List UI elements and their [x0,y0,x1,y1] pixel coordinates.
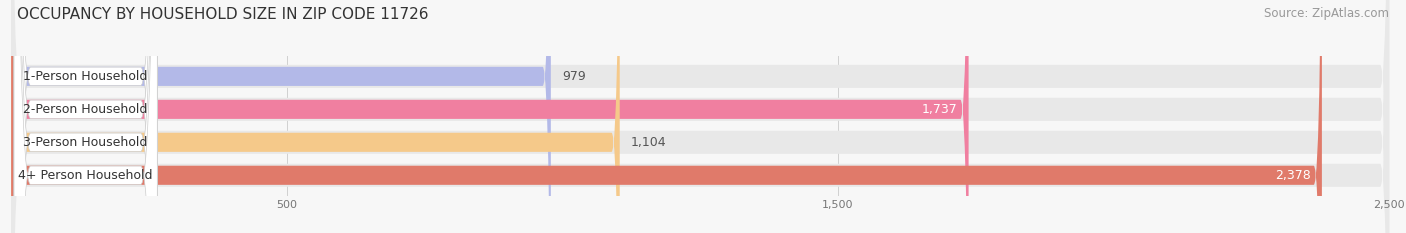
FancyBboxPatch shape [11,0,1389,233]
FancyBboxPatch shape [11,0,1389,233]
FancyBboxPatch shape [14,0,157,233]
Text: 2,378: 2,378 [1275,169,1310,182]
Text: 1,104: 1,104 [631,136,666,149]
FancyBboxPatch shape [11,0,551,233]
FancyBboxPatch shape [11,0,969,233]
FancyBboxPatch shape [14,0,157,233]
Text: OCCUPANCY BY HOUSEHOLD SIZE IN ZIP CODE 11726: OCCUPANCY BY HOUSEHOLD SIZE IN ZIP CODE … [17,7,429,22]
Text: 2-Person Household: 2-Person Household [24,103,148,116]
FancyBboxPatch shape [11,0,1389,233]
Text: 1-Person Household: 1-Person Household [24,70,148,83]
Text: Source: ZipAtlas.com: Source: ZipAtlas.com [1264,7,1389,20]
Text: 1,737: 1,737 [922,103,957,116]
FancyBboxPatch shape [11,0,1389,233]
FancyBboxPatch shape [11,0,1322,233]
FancyBboxPatch shape [11,0,620,233]
FancyBboxPatch shape [14,0,157,233]
Text: 979: 979 [562,70,585,83]
Text: 4+ Person Household: 4+ Person Household [18,169,153,182]
Text: 3-Person Household: 3-Person Household [24,136,148,149]
FancyBboxPatch shape [14,0,157,233]
